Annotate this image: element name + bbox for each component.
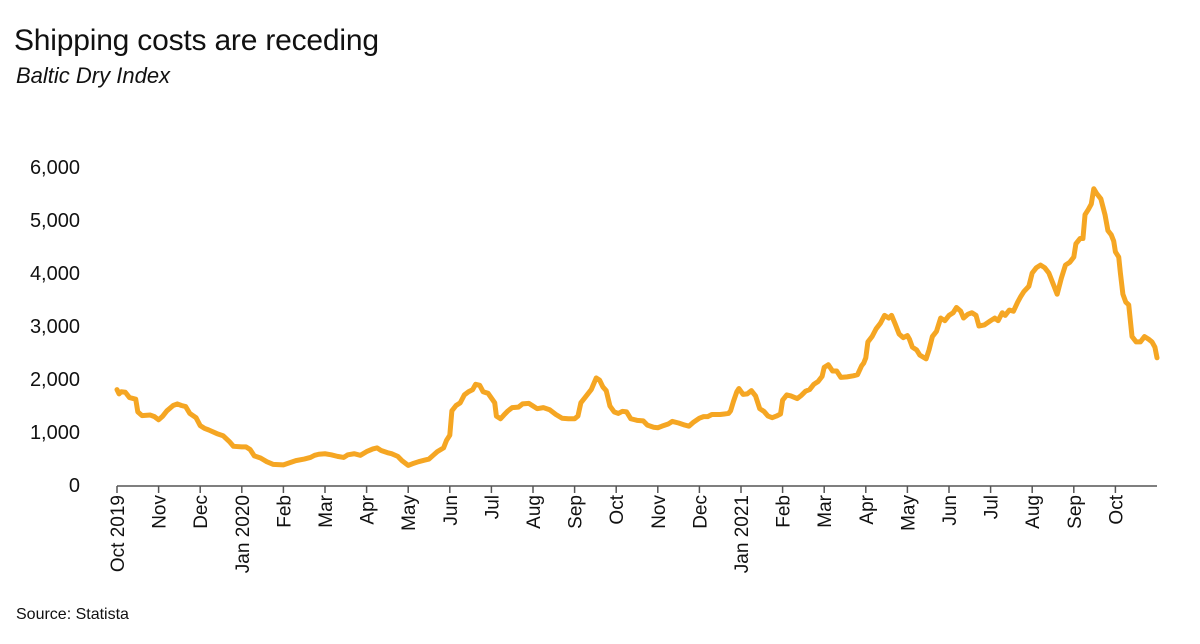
- source-note: Source: Statista: [16, 606, 129, 623]
- x-tick-label: Jun: [441, 495, 462, 526]
- x-tick-label: Apr: [358, 494, 379, 524]
- y-tick-label: 2,000: [30, 369, 80, 391]
- x-tick-label: Dec: [191, 495, 212, 529]
- x-tick-label: Mar: [815, 494, 836, 527]
- x-tick-label: Aug: [524, 495, 545, 529]
- y-tick-label: 4,000: [30, 263, 80, 285]
- x-tick-label: Sep: [1065, 495, 1086, 529]
- series-group: [114, 186, 1160, 468]
- y-tick-label: 6,000: [30, 157, 80, 179]
- x-tick-label: Dec: [690, 495, 711, 529]
- x-tick-label: May: [898, 495, 919, 531]
- x-tick-label: Jul: [482, 495, 503, 519]
- x-tick-label: Feb: [274, 495, 295, 528]
- y-tick-label: 5,000: [30, 210, 80, 232]
- chart-subtitle: Baltic Dry Index: [16, 63, 171, 88]
- x-tick-label: Oct 2019: [108, 495, 129, 572]
- x-tick-label: Aug: [1023, 495, 1044, 529]
- x-tick-label: Oct: [607, 494, 628, 524]
- x-tick-label: Jan 2020: [233, 495, 254, 573]
- y-tick-label: 0: [69, 475, 80, 497]
- x-tick-label: Apr: [857, 494, 878, 524]
- x-tick-label: Feb: [774, 495, 795, 528]
- x-tick-label: Nov: [150, 495, 171, 529]
- x-axis: Oct 2019 Nov Dec Jan 2020 Feb Mar Apr May Jun Jul…: [108, 485, 1157, 573]
- x-tick-label: Jul: [982, 495, 1003, 519]
- x-tick-label: Sep: [566, 495, 587, 529]
- y-tick-label: 3,000: [30, 316, 80, 338]
- x-tick-label: May: [399, 495, 420, 531]
- y-tick-label: 1,000: [30, 422, 80, 444]
- x-tick-label: Nov: [649, 495, 670, 529]
- chart-title: Shipping costs are receding: [14, 24, 379, 57]
- x-tick-label: Jun: [940, 495, 961, 526]
- series-line-baltic-dry-index: [114, 186, 1160, 468]
- y-axis: 0 1,000 2,000 3,000 4,000 5,000 6,000: [30, 157, 80, 497]
- x-tick-label: Oct: [1106, 494, 1127, 524]
- x-tick-label: Jan 2021: [732, 495, 753, 573]
- x-tick-label: Mar: [316, 494, 337, 527]
